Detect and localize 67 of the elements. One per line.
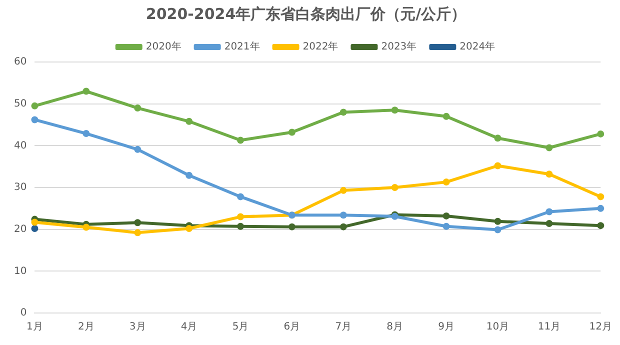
point	[494, 218, 502, 225]
point	[494, 162, 502, 170]
point	[340, 186, 347, 194]
point	[597, 130, 604, 138]
x-tick-label: 9月	[438, 322, 454, 333]
point	[288, 223, 296, 230]
x-tick-label: 5月	[232, 322, 249, 333]
chart-title: 2020-2024年广东省白条肉出厂价（元/公斤）	[146, 4, 466, 23]
point	[442, 212, 450, 220]
legend-label: 2023年	[381, 40, 417, 53]
point	[31, 224, 38, 232]
y-tick-label: 40	[14, 140, 27, 152]
legend-label: 2022年	[302, 40, 338, 53]
point	[442, 178, 450, 186]
x-tick-label: 1月	[26, 322, 43, 333]
y-tick-label: 60	[14, 56, 27, 68]
x-tick-label: 3月	[129, 322, 146, 333]
legend-label: 2024年	[460, 40, 496, 53]
point	[186, 172, 193, 179]
point	[186, 224, 193, 232]
point	[31, 218, 38, 226]
point	[237, 136, 244, 144]
point	[340, 223, 347, 230]
point	[31, 116, 38, 124]
point	[340, 108, 347, 116]
x-tick-label: 6月	[284, 322, 300, 333]
point	[546, 170, 553, 178]
x-tick-label: 12月	[589, 322, 612, 333]
point	[134, 146, 142, 153]
point	[340, 212, 347, 219]
point	[237, 193, 244, 200]
point	[546, 208, 553, 216]
point	[237, 222, 244, 230]
point	[288, 128, 296, 136]
point	[31, 102, 38, 110]
x-tick-label: 10月	[486, 322, 510, 333]
point	[391, 106, 398, 114]
point	[134, 219, 142, 226]
point	[391, 184, 398, 191]
point	[82, 88, 90, 95]
y-tick-label: 0	[20, 308, 27, 319]
point	[442, 222, 450, 230]
point	[442, 112, 450, 120]
x-tick-label: 11月	[538, 322, 561, 333]
point	[82, 224, 90, 231]
point	[597, 204, 604, 212]
legend-label: 2020年	[146, 40, 182, 53]
point	[546, 220, 553, 227]
y-tick-label: 50	[14, 98, 27, 110]
point	[546, 144, 553, 152]
point	[494, 226, 502, 234]
y-tick-label: 10	[14, 266, 27, 277]
legend-label: 2021年	[224, 40, 260, 53]
x-tick-label: 7月	[335, 322, 352, 333]
point	[134, 229, 142, 236]
x-tick-label: 8月	[386, 322, 404, 333]
point	[494, 134, 502, 142]
x-tick-label: 2月	[78, 322, 94, 333]
point	[597, 222, 604, 230]
x-tick-label: 4月	[180, 322, 198, 333]
point	[237, 213, 244, 220]
point	[82, 130, 90, 138]
point	[186, 118, 193, 125]
point	[134, 104, 142, 112]
y-tick-label: 30	[14, 182, 27, 194]
y-tick-label: 20	[14, 224, 27, 235]
point	[597, 193, 604, 200]
